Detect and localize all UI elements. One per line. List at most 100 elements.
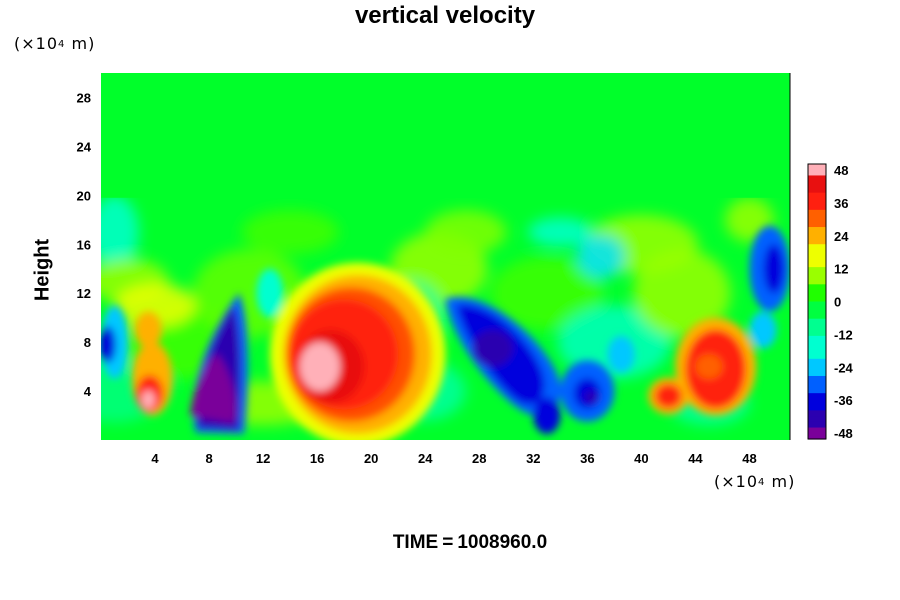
colorbar-segment — [808, 215, 826, 222]
colorbar-segment — [808, 335, 826, 343]
colorbar-tick-label: 48 — [834, 163, 848, 178]
colorbar-segment — [808, 186, 826, 194]
y-tick-label: 12 — [77, 286, 91, 301]
colorbar-segment — [808, 427, 826, 434]
colorbar-segment — [808, 404, 826, 411]
cold-contour — [607, 336, 635, 373]
x-tick-label: 36 — [580, 451, 594, 466]
colorbar-tick-label: -48 — [834, 426, 853, 441]
colorbar-segment — [808, 272, 826, 280]
cold-contour — [533, 397, 561, 434]
x-tick-label: 28 — [472, 451, 486, 466]
colorbar-segment — [808, 398, 826, 406]
field-noise-blob — [527, 217, 593, 247]
field-noise-blob — [114, 283, 196, 328]
time-label: TIME = 1008960.0 — [0, 532, 900, 554]
x-tick-label: 44 — [688, 451, 703, 466]
colorbar-segment — [808, 410, 826, 417]
field-noise-blob — [241, 210, 339, 255]
colorbar-segment — [808, 221, 826, 228]
x-axis-unit: (×104 m) — [714, 472, 795, 491]
colorbar-segment — [808, 370, 826, 377]
x-tick-label: 20 — [364, 451, 378, 466]
cold-contour — [749, 311, 777, 349]
field-noise-blob — [425, 210, 507, 255]
warm-contour — [134, 311, 162, 349]
colorbar-segment — [808, 232, 826, 240]
time-value: 1008960.0 — [457, 532, 548, 553]
x-tick-label: 40 — [634, 451, 648, 466]
colorbar-segment — [808, 324, 826, 331]
y-tick-label: 24 — [77, 139, 92, 154]
colorbar-segment — [808, 227, 826, 234]
heatmap-field — [101, 73, 790, 440]
cold-contour — [256, 268, 284, 318]
cold-contour — [101, 326, 116, 363]
colorbar-segment — [808, 318, 826, 326]
warm-contour — [695, 354, 723, 379]
colorbar-segment — [808, 347, 826, 354]
time-label-text: TIME — [392, 532, 439, 553]
colorbar-segment — [808, 198, 826, 205]
colorbar-segment — [808, 301, 826, 308]
colorbar-segment — [808, 358, 826, 366]
colorbar-segment — [808, 416, 826, 423]
colorbar-segment — [808, 295, 826, 303]
colorbar-segment — [808, 433, 826, 440]
colorbar-segment — [808, 169, 826, 177]
field-noise-blob — [576, 234, 626, 279]
x-tick-label: 16 — [310, 451, 324, 466]
colorbar-segment — [808, 238, 826, 245]
x-axis-ticks: 4 8 12 16 20 24 28 32 36 40 44 48 — [151, 451, 756, 466]
colorbar-segment — [808, 290, 826, 297]
warm-contour — [299, 342, 341, 392]
colorbar-tick-label: 24 — [834, 229, 849, 244]
colorbar-segment — [808, 204, 826, 211]
chart-title: vertical velocity — [354, 2, 536, 29]
cold-contour — [472, 329, 514, 367]
colorbar-segment — [808, 421, 826, 429]
y-axis-ticks: 4 8 12 16 20 24 28 — [77, 90, 92, 399]
x-unit-exponent: 4 — [758, 477, 766, 488]
y-tick-label: 8 — [84, 335, 91, 350]
colorbar-tick-label: 12 — [834, 262, 848, 277]
cold-contour — [763, 244, 784, 294]
colorbar-tick-label: 36 — [834, 196, 848, 211]
cold-contour — [584, 391, 599, 404]
warm-contour — [654, 383, 682, 409]
colorbar-tick-label: -36 — [834, 393, 853, 408]
cold-contour — [190, 354, 236, 423]
colorbar-segment — [808, 209, 826, 217]
upper-uniform-layer — [101, 73, 790, 198]
colorbar-segment — [808, 387, 826, 394]
colorbar-segment — [808, 244, 826, 251]
time-equals: = — [442, 532, 454, 553]
field-noise-blob — [633, 249, 731, 338]
x-tick-label: 32 — [526, 451, 540, 466]
colorbar-segment — [808, 341, 826, 348]
colorbar-segment — [808, 381, 826, 389]
colorbar-segment — [808, 255, 826, 262]
colorbar-frame — [807, 163, 827, 440]
colorbar-segment — [808, 192, 826, 199]
colorbar-segment — [808, 284, 826, 291]
colorbar: 48 36 24 12 0 -12 -24 -36 -48 — [807, 163, 854, 441]
colorbar-segment — [808, 278, 826, 285]
colorbar-segment — [808, 175, 826, 182]
field-features — [101, 225, 790, 440]
colorbar-segment — [808, 267, 826, 274]
x-tick-label: 12 — [256, 451, 270, 466]
colorbar-segment — [808, 312, 826, 320]
x-unit-base: (×10 — [714, 472, 759, 491]
colorbar-segment — [808, 261, 826, 268]
x-tick-label: 24 — [418, 451, 433, 466]
colorbar-segment — [808, 364, 826, 371]
colorbar-tick-label: 0 — [834, 295, 841, 310]
y-tick-label: 28 — [77, 90, 91, 105]
colorbar-segment — [808, 393, 826, 400]
x-tick-label: 48 — [742, 451, 756, 466]
x-tick-label: 8 — [205, 451, 212, 466]
x-unit-tail: m) — [765, 472, 796, 491]
y-unit-base: (×10 — [14, 34, 59, 53]
